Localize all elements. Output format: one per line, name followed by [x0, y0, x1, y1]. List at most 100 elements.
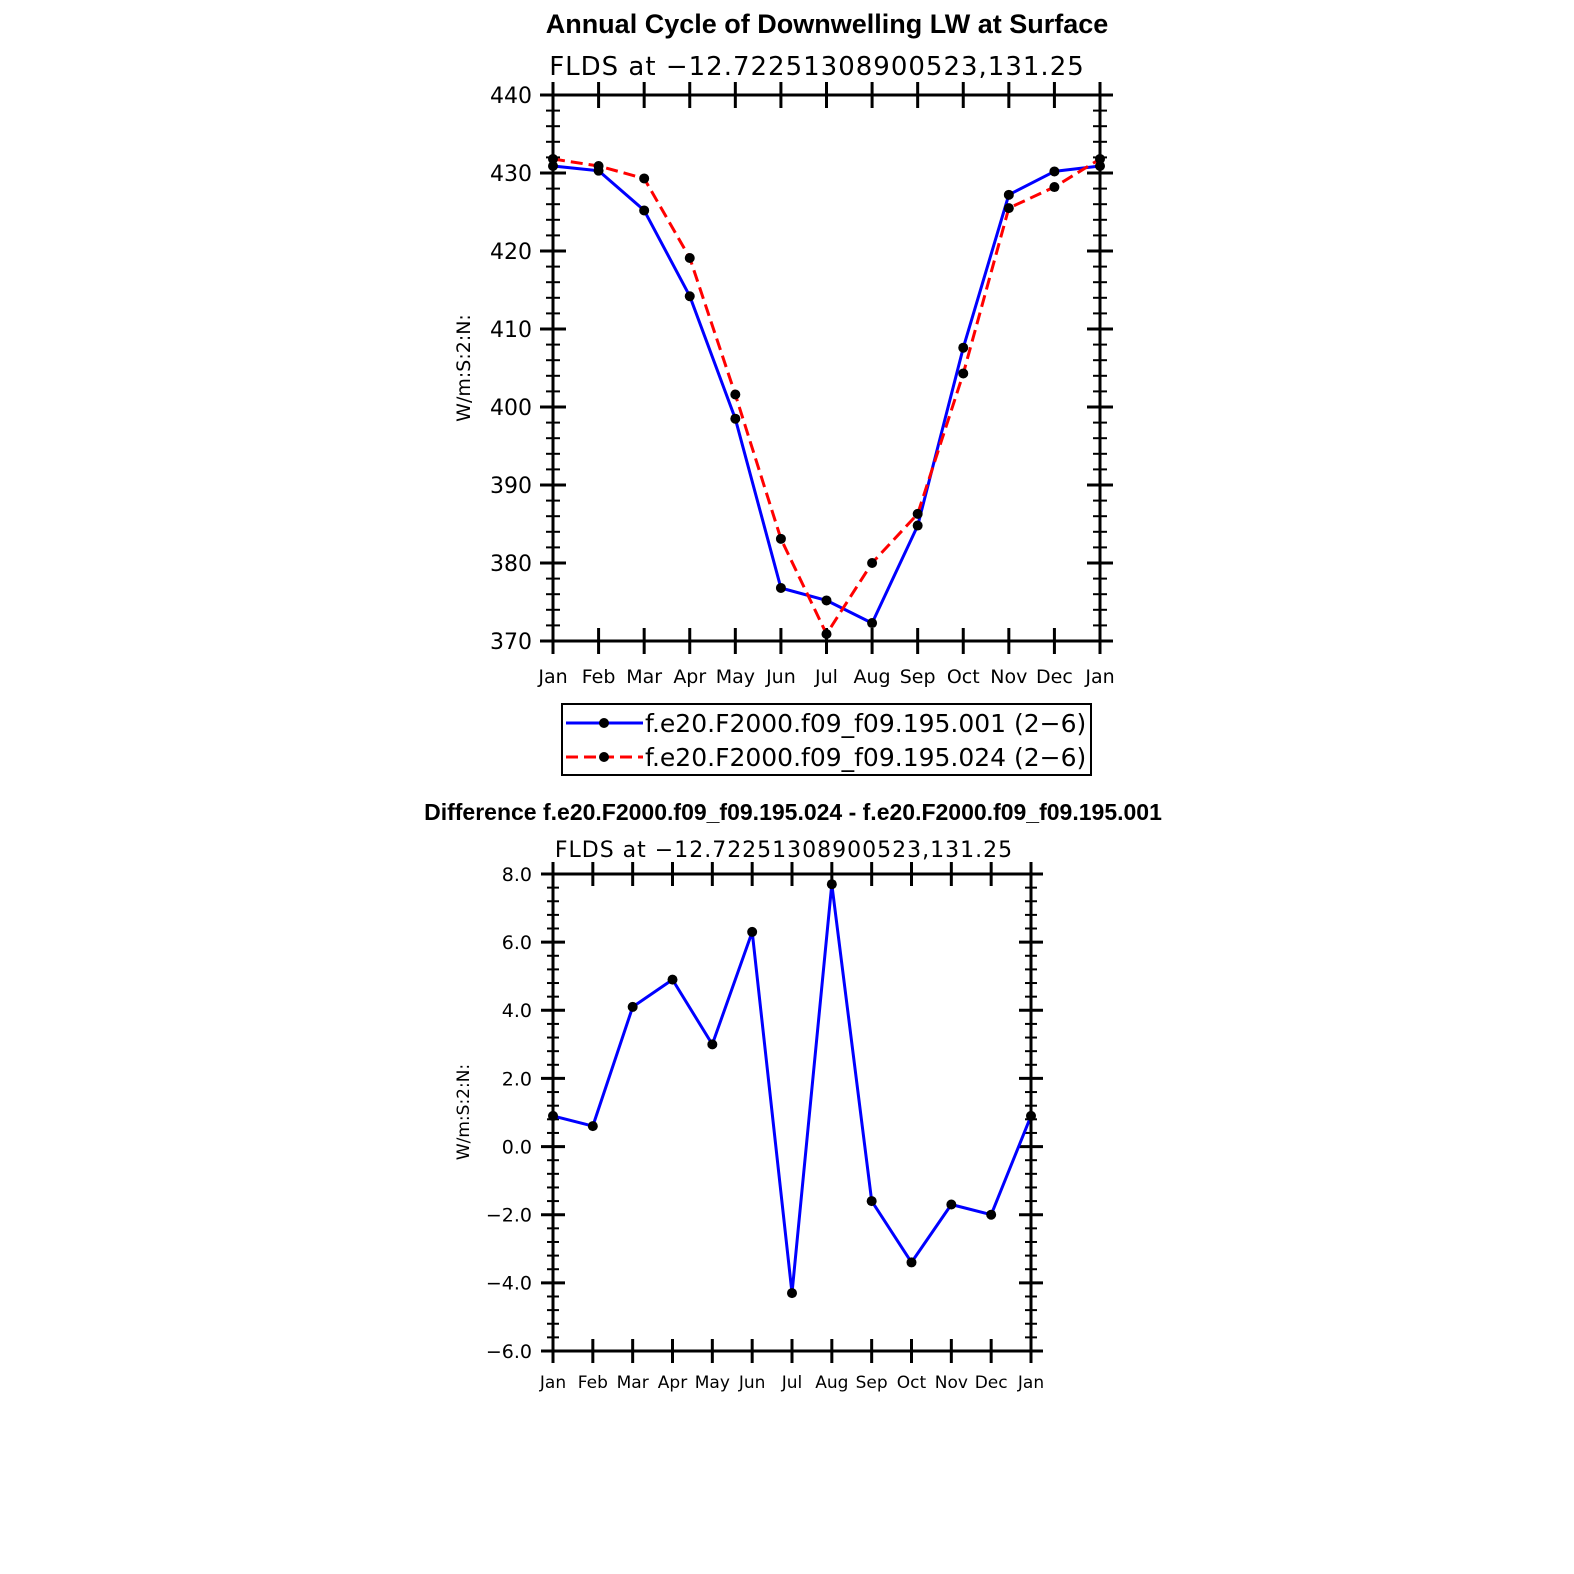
- data-point-series-2: [867, 558, 878, 568]
- data-point-series-1: [867, 618, 878, 629]
- legend-marker-2: [599, 752, 609, 762]
- y-tick-label: 370: [490, 630, 532, 655]
- y-tick-label: 380: [490, 552, 532, 577]
- difference-chart: Difference f.e20.F2000.f09_f09.195.024 -…: [424, 799, 1162, 1393]
- data-point-series-2: [730, 389, 741, 400]
- x-tick-labels: Jan Feb Mar Apr May Jun Jul Aug Sep Oct Nov Dec Jan: [539, 1373, 1044, 1393]
- x-tick-label: Oct: [897, 1373, 927, 1393]
- data-point-series-1: [912, 520, 923, 531]
- y-tick-label: −4.0: [486, 1273, 532, 1295]
- data-point-series-2: [1049, 182, 1060, 193]
- y-tick-label: 6.0: [502, 932, 532, 954]
- x-tick-label: Jun: [738, 1373, 766, 1393]
- legend-label-1: f.e20.F2000.f09_f09.195.001 (2−6): [645, 709, 1086, 738]
- x-tick-label: Aug: [815, 1373, 848, 1393]
- y-tick-label: 390: [490, 474, 532, 499]
- data-point-series-1: [587, 1121, 598, 1132]
- data-point-series-1: [639, 205, 650, 216]
- x-tick-label: Feb: [582, 666, 616, 688]
- x-tick-label: Feb: [578, 1373, 608, 1393]
- y-axis-label: W/m:S:2:N:: [454, 1064, 474, 1160]
- plot-frame: [551, 93, 1102, 643]
- legend: f.e20.F2000.f09_f09.195.001 (2−6) f.e20.…: [561, 703, 1092, 776]
- data-point-series-2: [593, 160, 604, 171]
- y-tick-label: 410: [490, 318, 532, 343]
- chart-subtitle: FLDS at −12.72251308900523,131.25: [555, 838, 1013, 863]
- y-tick-label: 420: [490, 240, 532, 265]
- plot-frame: [551, 872, 1033, 1353]
- x-tick-label: Jan: [1084, 666, 1114, 688]
- x-tick-label: Nov: [935, 1373, 968, 1393]
- x-tick-label: May: [716, 666, 755, 688]
- y-tick-label: −6.0: [486, 1341, 532, 1363]
- data-point-series-1: [958, 342, 969, 353]
- x-tick-label: Dec: [1036, 666, 1073, 688]
- x-tick-label: Aug: [854, 666, 891, 688]
- data-point-series-1: [730, 413, 741, 424]
- data-point-series-1: [787, 1288, 797, 1299]
- y-tick-label: 8.0: [502, 864, 532, 886]
- y-axis-label: W/m:S:2:N:: [453, 314, 475, 422]
- data-point-series-2: [775, 533, 786, 544]
- x-tick-label: Mar: [617, 1373, 649, 1393]
- x-tick-label: Nov: [990, 666, 1027, 688]
- data-point-series-1: [986, 1209, 997, 1220]
- data-point-series-1: [627, 1001, 638, 1012]
- x-tick-label: Apr: [658, 1373, 687, 1393]
- annual-cycle-chart: Annual Cycle of Downwelling LW at Surfac…: [453, 9, 1115, 776]
- data-point-series-1: [946, 1199, 957, 1210]
- data-point-series-1: [684, 291, 695, 302]
- data-point-series-1: [1049, 166, 1060, 177]
- data-point-series-1: [1003, 189, 1014, 200]
- x-tick-label: Apr: [673, 666, 706, 688]
- legend-box: [561, 703, 1092, 776]
- y-tick-label: 2.0: [502, 1068, 532, 1090]
- y-tick-label: 430: [490, 162, 532, 187]
- x-tick-label: Jul: [814, 666, 838, 688]
- x-tick-label: May: [695, 1373, 730, 1393]
- legend-item-1: f.e20.F2000.f09_f09.195.001 (2−6): [566, 709, 1086, 738]
- y-tick-label: 0.0: [502, 1136, 532, 1158]
- y-tick-labels: −6.0 −4.0 −2.0 0.0 2.0 4.0 6.0 8.0: [486, 864, 532, 1363]
- data-point-series-1: [826, 879, 837, 890]
- x-tick-label: Jan: [1017, 1373, 1044, 1393]
- x-tick-label: Jan: [537, 666, 567, 688]
- data-point-series-1: [906, 1257, 917, 1268]
- series-layer: [548, 879, 1036, 1299]
- legend-label-2: f.e20.F2000.f09_f09.195.024 (2−6): [645, 743, 1086, 772]
- x-tick-label: Jun: [765, 666, 796, 688]
- data-point-series-1: [866, 1196, 877, 1207]
- data-point-series-1: [775, 582, 786, 593]
- x-tick-label: Jul: [781, 1373, 803, 1393]
- data-point-series-2: [821, 628, 832, 639]
- legend-marker-1: [599, 718, 609, 728]
- axis-ticks: [541, 862, 1043, 1363]
- data-point-series-1: [821, 595, 832, 606]
- y-tick-label: 400: [490, 396, 532, 421]
- data-point-series-2: [1003, 203, 1014, 214]
- y-tick-label: −2.0: [486, 1205, 532, 1227]
- x-tick-labels: Jan Feb Mar Apr May Jun Jul Aug Sep Oct Nov Dec Jan: [537, 666, 1114, 688]
- data-point-series-1: [747, 926, 758, 937]
- series-layer: [548, 153, 1105, 639]
- data-point-series-1: [707, 1039, 718, 1050]
- y-tick-labels: 370 380 390 400 410 420 430 440: [490, 84, 532, 655]
- data-point-series-2: [684, 253, 695, 264]
- x-tick-label: Dec: [975, 1373, 1008, 1393]
- chart-subtitle: FLDS at −12.72251308900523,131.25: [549, 52, 1085, 82]
- data-point-series-2: [912, 508, 923, 519]
- x-tick-label: Sep: [856, 1373, 888, 1393]
- data-point-series-1: [667, 974, 678, 985]
- legend-item-2: f.e20.F2000.f09_f09.195.024 (2−6): [566, 743, 1086, 772]
- x-tick-label: Jan: [539, 1373, 566, 1393]
- chart-title: Annual Cycle of Downwelling LW at Surfac…: [546, 9, 1109, 39]
- y-tick-label: 440: [490, 84, 532, 109]
- x-tick-label: Sep: [900, 666, 936, 688]
- y-tick-label: 4.0: [502, 1000, 532, 1022]
- data-point-series-2: [639, 173, 650, 184]
- x-tick-label: Mar: [626, 666, 662, 688]
- data-point-series-2: [958, 368, 969, 379]
- x-tick-label: Oct: [947, 666, 980, 688]
